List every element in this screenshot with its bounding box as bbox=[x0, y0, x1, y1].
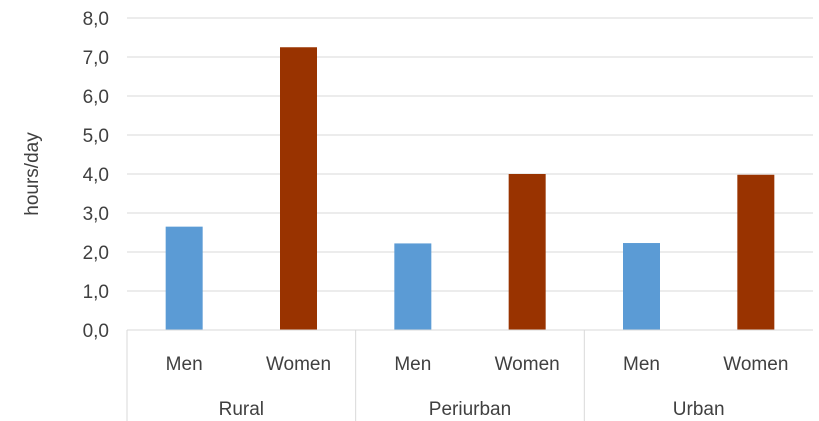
bars bbox=[165, 47, 775, 330]
x-category-label: Women bbox=[723, 354, 788, 375]
x-category-label: Men bbox=[623, 354, 660, 375]
y-axis-title: hours/day bbox=[22, 132, 43, 216]
y-tick-label: 7,0 bbox=[83, 48, 109, 69]
bar-periurban-men bbox=[394, 243, 432, 330]
bar-rural-men bbox=[165, 226, 203, 330]
y-tick-label: 4,0 bbox=[83, 165, 109, 186]
x-category-label: Men bbox=[394, 354, 431, 375]
y-tick-label: 2,0 bbox=[83, 243, 109, 264]
x-axis: Men Women Rural Men Women Periurban Men Women Ur… bbox=[126, 329, 813, 421]
x-category-label: Women bbox=[495, 354, 560, 375]
y-tick-label: 6,0 bbox=[83, 87, 109, 108]
y-tick-label: 8,0 bbox=[83, 9, 109, 30]
x-category-label: Women bbox=[266, 354, 331, 375]
y-tick-label: 0,0 bbox=[83, 321, 109, 342]
y-axis-ticks: 0,0 1,0 2,0 3,0 4,0 5,0 6,0 7,0 8,0 bbox=[83, 9, 109, 342]
bar-rural-women bbox=[280, 47, 317, 330]
bar-urban-women bbox=[737, 174, 775, 330]
x-group-label: Rural bbox=[219, 399, 264, 420]
y-tick-label: 5,0 bbox=[83, 126, 109, 147]
gridlines bbox=[127, 17, 813, 331]
bar-periurban-women bbox=[508, 174, 546, 330]
y-tick-label: 3,0 bbox=[83, 204, 109, 225]
y-tick-label: 1,0 bbox=[83, 282, 109, 303]
x-group-label: Urban bbox=[673, 399, 725, 420]
bar-urban-men bbox=[623, 243, 660, 330]
x-group-label: Periurban bbox=[429, 399, 511, 420]
x-category-label: Men bbox=[166, 354, 203, 375]
